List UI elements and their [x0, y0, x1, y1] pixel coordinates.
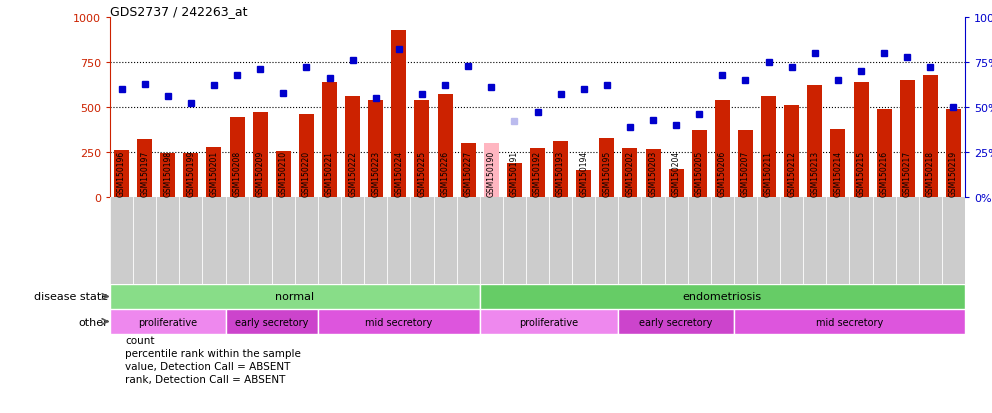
Text: proliferative: proliferative [138, 317, 197, 327]
Text: count: count [125, 335, 155, 345]
Bar [618, 309, 734, 334]
Bar [318, 309, 480, 334]
Bar [554, 142, 568, 197]
Bar [137, 140, 152, 197]
Bar [437, 95, 452, 197]
Bar [184, 153, 198, 197]
Bar [110, 309, 225, 334]
Bar [669, 170, 683, 197]
Bar [391, 31, 407, 197]
Bar [507, 164, 522, 197]
Bar [900, 81, 915, 197]
Text: rank, Detection Call = ABSENT: rank, Detection Call = ABSENT [125, 374, 286, 385]
Text: endometriosis: endometriosis [682, 292, 762, 302]
Bar [923, 76, 937, 197]
Bar [460, 144, 476, 197]
Bar [715, 100, 730, 197]
Text: other: other [78, 317, 108, 327]
Bar [599, 138, 614, 197]
Bar [345, 97, 360, 197]
Text: mid secretory: mid secretory [365, 317, 433, 327]
Text: mid secretory: mid secretory [815, 317, 883, 327]
Bar [206, 147, 221, 197]
Bar [877, 109, 892, 197]
Bar [322, 83, 337, 197]
Bar [415, 100, 430, 197]
Bar [691, 130, 706, 197]
Bar [225, 309, 318, 334]
Bar [646, 150, 661, 197]
Bar [114, 151, 129, 197]
Text: early secretory: early secretory [235, 317, 309, 327]
Bar [368, 100, 383, 197]
Bar [276, 152, 291, 197]
Bar [734, 309, 965, 334]
Bar [946, 109, 961, 197]
Bar [576, 171, 591, 197]
Bar [484, 144, 499, 197]
Bar [229, 118, 245, 197]
Bar [110, 284, 480, 309]
Bar [761, 97, 776, 197]
Bar [738, 131, 753, 197]
Text: percentile rank within the sample: percentile rank within the sample [125, 349, 301, 358]
Bar [807, 86, 822, 197]
Text: normal: normal [276, 292, 314, 302]
Bar [830, 129, 845, 197]
Bar [530, 149, 545, 197]
Bar [253, 113, 268, 197]
Text: GDS2737 / 242263_at: GDS2737 / 242263_at [110, 5, 247, 18]
Bar [480, 309, 618, 334]
Text: early secretory: early secretory [640, 317, 713, 327]
Text: proliferative: proliferative [520, 317, 578, 327]
Bar [853, 83, 869, 197]
Bar [161, 154, 176, 197]
Bar [622, 149, 638, 197]
Bar [480, 284, 965, 309]
Bar [785, 106, 800, 197]
Text: disease state: disease state [34, 292, 108, 302]
Text: value, Detection Call = ABSENT: value, Detection Call = ABSENT [125, 361, 291, 371]
Bar [299, 115, 313, 197]
